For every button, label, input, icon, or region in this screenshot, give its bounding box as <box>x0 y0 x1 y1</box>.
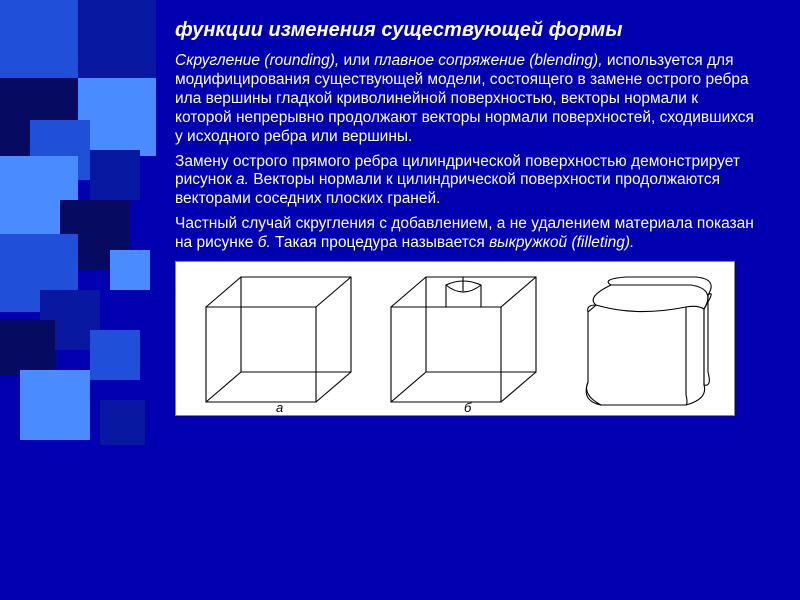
paragraph-2: Замену острого прямого ребра цилиндричес… <box>175 153 755 210</box>
term-rounding: Скругление (rounding), <box>175 52 339 69</box>
bg-square <box>110 250 150 290</box>
figure-label-a: а <box>276 400 283 415</box>
term-filleting: выкружкой (filleting). <box>489 234 634 251</box>
slide-title: функции изменения существующей формы <box>175 18 755 42</box>
bg-square <box>0 0 78 78</box>
bg-square <box>90 150 140 200</box>
bg-square <box>90 330 140 380</box>
figure-cubes: а б <box>175 261 735 416</box>
paragraph-3: Частный случай скругления с добавлением,… <box>175 215 755 253</box>
bg-square <box>0 320 55 375</box>
bg-square <box>100 400 145 445</box>
paragraph-1: Скругление (rounding), или плавное сопря… <box>175 52 755 147</box>
decorative-squares <box>0 0 200 600</box>
cubes-illustration: а б <box>176 262 736 417</box>
figure-label-b: б <box>464 400 472 415</box>
slide-content: функции изменения существующей формы Скр… <box>175 18 755 416</box>
bg-square <box>20 370 90 440</box>
bg-square <box>78 0 156 78</box>
term-blending: плавное сопряжение (blending), <box>374 52 602 69</box>
